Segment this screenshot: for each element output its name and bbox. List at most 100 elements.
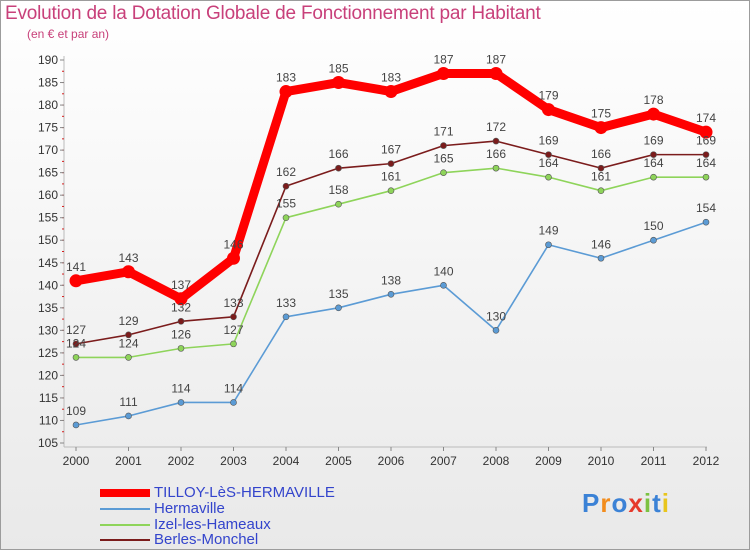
x-tick-label: 2001	[115, 454, 142, 468]
data-point	[702, 173, 710, 181]
data-point	[230, 340, 237, 348]
data-label: 172	[486, 120, 506, 134]
data-label: 135	[328, 287, 348, 301]
data-label: 150	[643, 219, 663, 233]
data-point	[384, 85, 398, 99]
data-label: 127	[223, 323, 243, 337]
data-point	[440, 169, 447, 176]
data-point	[282, 182, 290, 190]
data-label: 175	[591, 107, 611, 121]
data-point	[122, 265, 135, 279]
data-point	[174, 292, 188, 306]
data-point	[597, 254, 605, 262]
legend-label-hermaville: Hermaville	[154, 500, 225, 517]
legend-swatch-hermaville	[100, 508, 150, 511]
data-point	[335, 164, 342, 172]
data-point	[545, 241, 552, 249]
data-label: 124	[66, 336, 86, 350]
data-point	[594, 121, 608, 135]
x-tick-label: 2008	[483, 454, 510, 468]
data-label: 179	[538, 89, 558, 103]
y-tick-label: 130	[38, 323, 58, 337]
data-point	[387, 187, 395, 194]
data-point	[650, 151, 657, 158]
data-point	[440, 281, 447, 289]
logo-letter: P	[582, 488, 601, 518]
series-line-0	[71, 69, 711, 304]
data-label: 183	[276, 71, 296, 85]
data-label: 143	[118, 251, 138, 265]
logo-letter: x	[628, 488, 644, 518]
data-point	[597, 187, 605, 194]
x-tick-label: 2003	[220, 454, 247, 468]
data-label: 132	[171, 300, 191, 314]
data-point	[437, 67, 450, 81]
data-point	[650, 173, 657, 181]
data-point	[542, 103, 555, 117]
legend-item-tilloy: TILLOY-LèS-HERMAVILLE	[100, 484, 335, 501]
data-label: 154	[696, 201, 716, 215]
data-label: 130	[486, 309, 506, 323]
data-point	[489, 67, 503, 81]
data-label: 178	[643, 93, 663, 107]
legend-item-izel: Izel-les-Hameaux	[100, 516, 271, 533]
data-point	[125, 354, 132, 361]
data-label: 162	[276, 165, 296, 179]
data-label: 146	[223, 237, 243, 251]
data-label: 169	[538, 134, 558, 148]
data-point	[177, 345, 185, 352]
legend-label-tilloy: TILLOY-LèS-HERMAVILLE	[154, 484, 335, 501]
data-point	[492, 327, 500, 334]
x-tick-label: 2012	[693, 454, 720, 468]
data-label: 165	[433, 152, 453, 166]
data-label: 161	[381, 170, 401, 184]
data-label: 149	[538, 224, 558, 238]
logo-letter: i	[661, 488, 670, 518]
data-label: 129	[118, 314, 138, 328]
x-tick-label: 2007	[430, 454, 457, 468]
y-tick-label: 175	[38, 121, 58, 135]
data-label: 166	[328, 147, 348, 161]
data-label: 185	[328, 62, 348, 76]
logo-letter: o	[611, 488, 629, 518]
x-tick-label: 2006	[378, 454, 405, 468]
legend-item-berles: Berles-Monchel	[100, 531, 258, 548]
logo-letter: r	[600, 488, 612, 518]
data-point	[230, 399, 237, 406]
y-tick-label: 140	[38, 278, 58, 292]
data-point	[332, 76, 345, 90]
data-point	[650, 236, 657, 244]
data-label: 183	[381, 71, 401, 85]
data-point	[387, 291, 395, 298]
data-label: 109	[66, 404, 86, 418]
proxiti-logo: Proxiti	[582, 488, 670, 519]
data-label: 133	[276, 296, 296, 310]
legend-swatch-izel	[100, 524, 150, 527]
x-tick-label: 2005	[325, 454, 352, 468]
y-tick-label: 115	[39, 391, 58, 405]
data-label: 166	[486, 147, 506, 161]
x-tick-label: 2009	[535, 454, 562, 468]
data-label: 126	[171, 327, 191, 341]
data-label: 146	[591, 237, 611, 251]
data-point	[72, 340, 80, 348]
data-label: 166	[591, 147, 611, 161]
data-label: 124	[118, 336, 138, 350]
data-point	[597, 164, 605, 172]
data-point	[702, 151, 710, 158]
data-label: 138	[381, 273, 401, 287]
data-point	[125, 331, 132, 339]
data-point	[282, 214, 290, 222]
data-label: 155	[276, 197, 296, 211]
data-label: 141	[66, 260, 86, 274]
data-label: 133	[223, 296, 243, 310]
data-label: 161	[591, 170, 611, 184]
data-point	[227, 251, 240, 265]
y-tick-label: 125	[38, 346, 58, 360]
data-point	[545, 151, 552, 158]
y-tick-label: 165	[38, 166, 58, 180]
data-label: 167	[381, 143, 401, 157]
y-tick-label: 150	[38, 233, 58, 247]
data-label: 169	[696, 134, 716, 148]
data-point	[230, 313, 237, 321]
